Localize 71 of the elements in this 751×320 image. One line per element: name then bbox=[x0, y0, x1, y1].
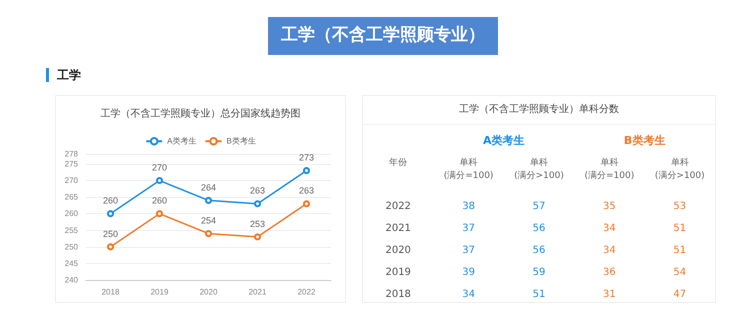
y-tick-label: 275 bbox=[64, 159, 79, 168]
x-tick-label: 2020 bbox=[200, 288, 218, 296]
data-label: 34 bbox=[602, 222, 617, 236]
data-label: 51 bbox=[672, 244, 688, 258]
data-label: 260 bbox=[152, 196, 168, 206]
data-label: 254 bbox=[200, 216, 216, 226]
data-label: 59 bbox=[532, 266, 546, 280]
data-label: 54 bbox=[672, 266, 688, 280]
point bbox=[107, 210, 114, 218]
data-label: 34 bbox=[461, 288, 476, 302]
data-label: 56 bbox=[532, 222, 546, 236]
data-label: 263 bbox=[298, 186, 314, 196]
y-tick-label: 260 bbox=[64, 209, 79, 218]
x-tick-label: 2018 bbox=[102, 288, 120, 296]
data-label: 31 bbox=[602, 288, 617, 302]
data-label: 35 bbox=[602, 200, 617, 214]
legend-label: B类考生 bbox=[226, 136, 256, 146]
chart-title: 工学（不含工学照顾专业）单科分数 bbox=[363, 96, 715, 125]
x-tick-label: 单科 (满分>100) bbox=[513, 156, 565, 183]
data-label: 260 bbox=[102, 196, 118, 206]
text: A类考生 bbox=[482, 132, 526, 148]
point bbox=[254, 233, 261, 240]
data-label: 37 bbox=[461, 222, 476, 236]
y-tick-label: 250 bbox=[64, 242, 79, 252]
data-label: 253 bbox=[250, 218, 266, 229]
text: 工学 bbox=[46, 68, 81, 82]
data-label: 38 bbox=[461, 200, 476, 214]
y-tick-label: 240 bbox=[64, 276, 79, 284]
point bbox=[303, 200, 310, 208]
y-tick-label: 2021 bbox=[384, 222, 412, 236]
y-tick-label: 278 bbox=[64, 150, 79, 158]
data-label: 250 bbox=[102, 228, 118, 239]
chart-title: 工学（不含工学照顾专业）总分国家线趋势图 bbox=[100, 108, 300, 120]
data-label: 53 bbox=[672, 200, 688, 214]
y-tick-label: 2020 bbox=[384, 244, 412, 258]
x-tick-label: 2019 bbox=[150, 288, 169, 296]
x-tick-label: 单科 (满分=100) bbox=[583, 156, 636, 183]
text: 工学（不含工学照顾专业） bbox=[268, 17, 498, 55]
y-tick-label: 270 bbox=[64, 176, 79, 186]
data-label: 263 bbox=[250, 186, 266, 196]
y-tick-label: 265 bbox=[64, 192, 79, 202]
y-axis-title: 年份 bbox=[388, 156, 408, 170]
y-tick-label: 2019 bbox=[384, 266, 412, 280]
legend-label: A类考生 bbox=[167, 136, 197, 146]
x-tick-label: 单科 (满分>100) bbox=[654, 156, 706, 183]
y-tick-label: 255 bbox=[64, 226, 79, 235]
point bbox=[156, 177, 163, 184]
point bbox=[205, 230, 212, 238]
data-label: 39 bbox=[461, 266, 476, 280]
x-tick-label: 2022 bbox=[298, 288, 316, 296]
y-tick-label: 2022 bbox=[384, 200, 412, 214]
y-tick-label: 245 bbox=[64, 258, 79, 268]
data-label: 51 bbox=[672, 222, 688, 236]
x-tick-label: 2021 bbox=[248, 288, 267, 296]
x-tick-label: 单科 (满分=100) bbox=[442, 156, 494, 183]
data-label: 34 bbox=[602, 244, 617, 258]
point bbox=[254, 200, 261, 208]
data-label: 273 bbox=[298, 152, 314, 163]
data-label: 47 bbox=[672, 288, 688, 302]
data-label: 37 bbox=[461, 244, 476, 258]
data-label: 36 bbox=[602, 266, 617, 280]
point bbox=[303, 167, 310, 174]
point bbox=[107, 243, 114, 250]
point bbox=[205, 196, 212, 204]
data-label: 51 bbox=[532, 288, 546, 302]
text: B类考生 bbox=[622, 132, 666, 148]
data-label: 57 bbox=[532, 200, 546, 214]
data-label: 56 bbox=[532, 244, 546, 258]
data-label: 270 bbox=[152, 162, 168, 173]
data-label: 264 bbox=[200, 182, 216, 192]
point bbox=[156, 210, 163, 218]
